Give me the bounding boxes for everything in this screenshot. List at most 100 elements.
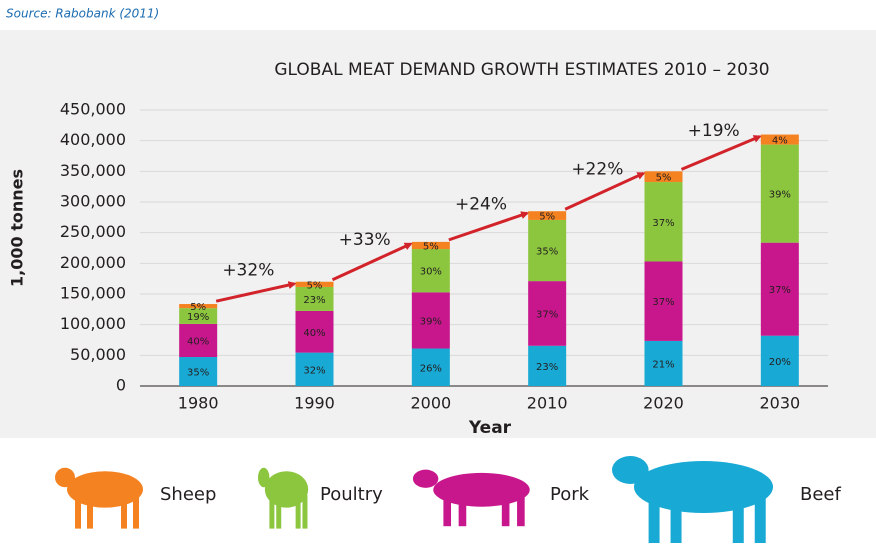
y-tick-label: 400,000 xyxy=(60,130,126,149)
legend-label: Poultry xyxy=(320,484,383,505)
y-tick-label: 300,000 xyxy=(60,192,126,211)
x-tick-label: 2030 xyxy=(759,394,800,413)
icon-leg xyxy=(648,495,660,543)
legend-label: Pork xyxy=(550,484,590,505)
data-label: 5% xyxy=(656,173,672,184)
bar-segment xyxy=(528,345,567,386)
icon-leg xyxy=(501,495,510,527)
y-tick-label: 100,000 xyxy=(60,314,126,333)
growth-label: +19% xyxy=(688,121,740,141)
icon-leg xyxy=(754,495,766,543)
growth-arrow xyxy=(564,171,646,211)
bar-segment xyxy=(179,323,218,358)
data-label: 39% xyxy=(769,190,791,201)
legend-label: Sheep xyxy=(160,484,216,505)
bar-segment xyxy=(644,340,683,386)
legend-icon xyxy=(412,469,530,527)
data-label: 23% xyxy=(303,295,325,306)
legend-label: Beef xyxy=(800,484,841,505)
data-label: 4% xyxy=(772,136,788,147)
icon-head xyxy=(258,467,270,488)
bar-segment xyxy=(760,134,799,145)
bar-segment xyxy=(760,242,799,336)
growth-arrow xyxy=(215,281,297,303)
data-label: 32% xyxy=(303,365,325,376)
growth-label: +24% xyxy=(455,195,507,215)
data-label: 35% xyxy=(536,247,558,258)
bar-segment xyxy=(528,281,567,346)
y-tick-label: 250,000 xyxy=(60,222,126,241)
icon-leg xyxy=(443,495,452,527)
icon-leg xyxy=(302,495,308,529)
icon-leg xyxy=(133,495,139,529)
data-label: 37% xyxy=(652,218,674,229)
bar-segment xyxy=(528,219,567,282)
bar-segment xyxy=(760,144,799,243)
bar-segment xyxy=(295,310,334,353)
icon-leg xyxy=(121,495,127,529)
y-tick-label: 0 xyxy=(116,376,126,395)
chart-title: GLOBAL MEAT DEMAND GROWTH ESTIMATES 2010… xyxy=(274,60,769,80)
bar-segment xyxy=(411,249,450,293)
data-label: 19% xyxy=(187,312,209,323)
y-tick-label: 150,000 xyxy=(60,284,126,303)
icon-leg xyxy=(87,495,93,529)
bar-segment xyxy=(411,292,450,349)
y-axis-title: 1,000 tonnes xyxy=(8,169,27,287)
data-label: 30% xyxy=(420,267,442,278)
bar-segment xyxy=(179,304,218,309)
bar-segment xyxy=(644,171,683,183)
data-label: 5% xyxy=(423,241,439,252)
data-label: 21% xyxy=(652,359,674,370)
icon-head xyxy=(412,469,439,488)
growth-label: +32% xyxy=(222,260,274,280)
icon-leg xyxy=(276,495,282,529)
growth-arrow xyxy=(680,135,762,171)
data-label: 39% xyxy=(420,316,442,327)
bar-segment xyxy=(760,335,799,386)
data-label: 23% xyxy=(536,362,558,373)
bar-segment xyxy=(528,211,567,220)
y-tick-label: 350,000 xyxy=(60,161,126,180)
legend-icon xyxy=(612,456,774,543)
bar-segment xyxy=(411,348,450,386)
data-label: 37% xyxy=(536,309,558,320)
legend-icon xyxy=(55,467,143,529)
data-label: 37% xyxy=(652,297,674,308)
y-tick-label: 200,000 xyxy=(60,253,126,272)
icon-leg xyxy=(458,495,467,527)
data-label: 5% xyxy=(539,212,555,223)
bar-segment xyxy=(179,308,218,324)
bar-segment xyxy=(411,241,450,250)
data-label: 5% xyxy=(307,280,323,291)
x-tick-label: 1990 xyxy=(294,394,335,413)
x-tick-label: 2010 xyxy=(527,394,568,413)
icon-leg xyxy=(732,495,744,543)
bar-segment xyxy=(295,281,334,287)
icon-leg xyxy=(670,495,682,543)
icon-head xyxy=(612,456,649,484)
icon-leg xyxy=(517,495,525,527)
x-tick-label: 1980 xyxy=(178,394,219,413)
data-label: 35% xyxy=(187,368,209,379)
data-label: 37% xyxy=(769,285,791,296)
icon-head xyxy=(55,467,75,488)
bar-segment xyxy=(179,357,218,386)
source: Source: Rabobank (2011) xyxy=(6,7,159,21)
data-label: 40% xyxy=(303,328,325,339)
icon-leg xyxy=(295,495,301,529)
x-tick-label: 2000 xyxy=(410,394,451,413)
x-tick-label: 2020 xyxy=(643,394,684,413)
growth-label: +22% xyxy=(571,159,623,179)
bar-segment xyxy=(295,352,334,386)
x-axis-title: Year xyxy=(468,418,512,438)
growth-arrow xyxy=(331,242,413,282)
y-tick-label: 50,000 xyxy=(70,345,126,364)
data-label: 26% xyxy=(420,363,442,374)
growth-label: +33% xyxy=(339,230,391,250)
data-label: 20% xyxy=(769,357,791,368)
data-label: 40% xyxy=(187,336,209,347)
icon-leg xyxy=(269,495,275,529)
bar-segment xyxy=(644,261,683,341)
